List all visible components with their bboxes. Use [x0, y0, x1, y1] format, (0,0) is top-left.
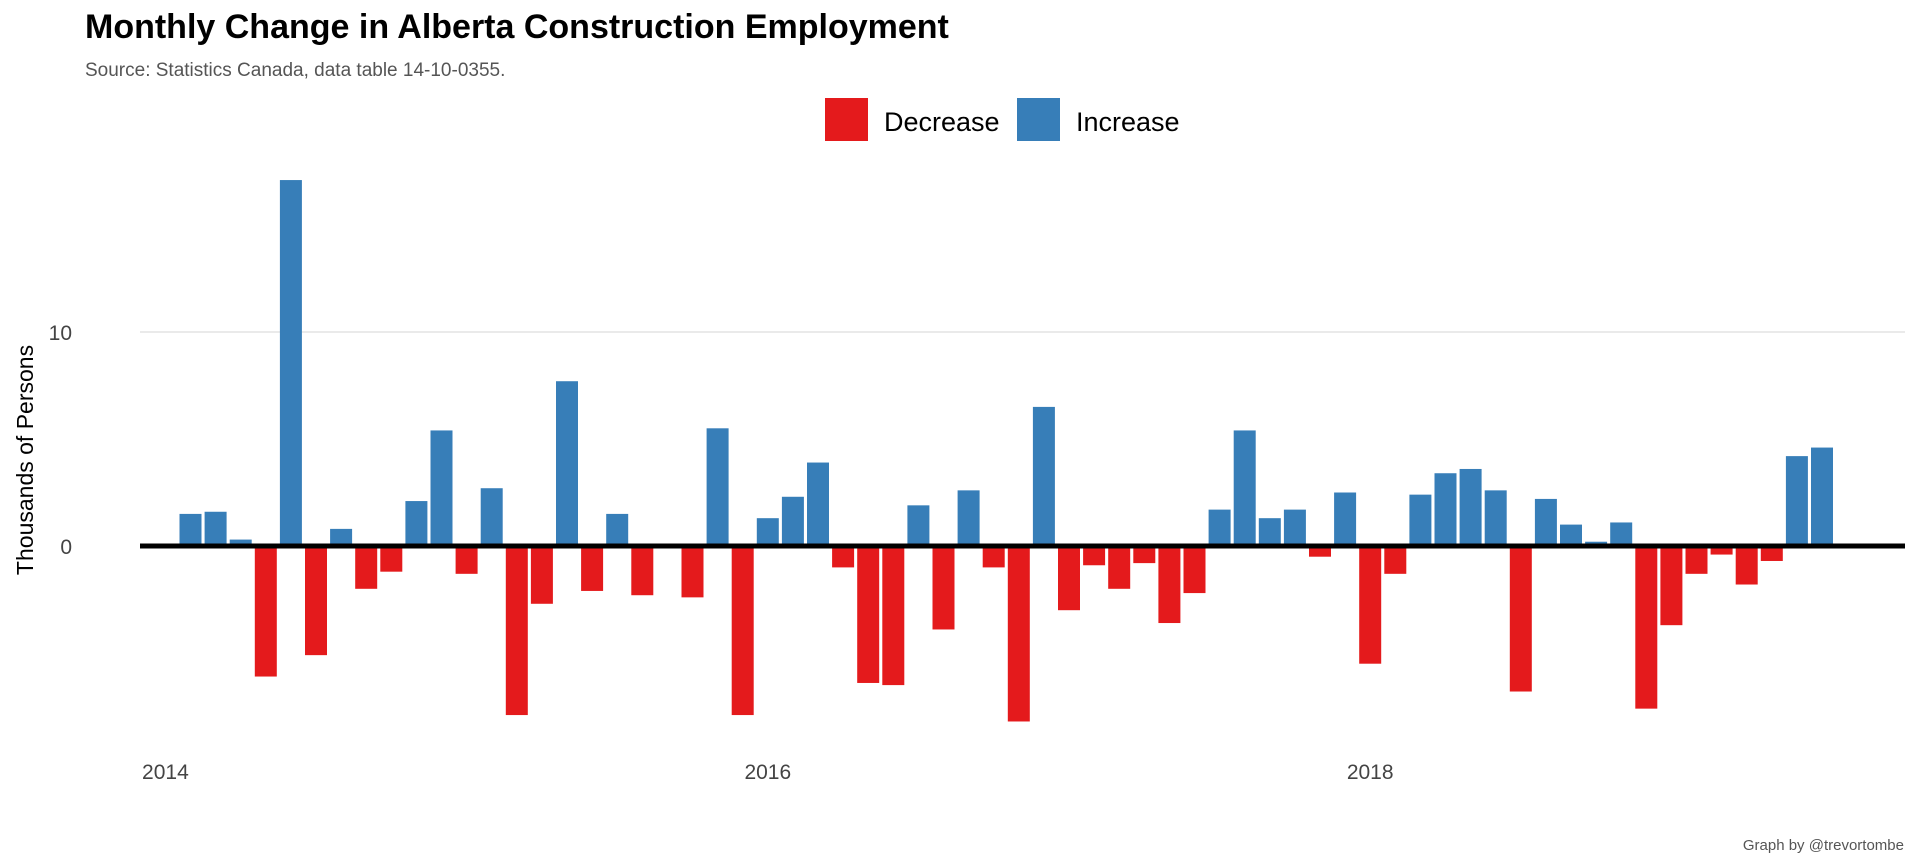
bar-decrease — [882, 546, 905, 686]
legend-increase-key — [1017, 98, 1060, 141]
chart-title: Monthly Change in Alberta Construction E… — [85, 8, 949, 46]
bar-decrease — [380, 546, 403, 572]
bar-increase — [405, 501, 428, 546]
bar-decrease — [631, 546, 654, 596]
bar-decrease — [982, 546, 1005, 568]
bar-decrease — [505, 546, 528, 716]
bar-decrease — [1685, 546, 1708, 574]
bar-decrease — [455, 546, 478, 574]
bar-increase — [1610, 522, 1633, 546]
bar-decrease — [1108, 546, 1131, 589]
bar-increase — [1233, 430, 1256, 546]
bar-increase — [1409, 494, 1432, 546]
bar-increase — [706, 428, 729, 546]
bar-decrease — [581, 546, 604, 591]
bar-increase — [1434, 473, 1457, 546]
bar-increase — [907, 505, 930, 546]
bar-decrease — [1509, 546, 1532, 692]
bar-decrease — [681, 546, 704, 598]
legend-decrease-label: Decrease — [884, 107, 1000, 137]
bar-decrease — [1007, 546, 1030, 722]
bar-increase — [556, 381, 578, 546]
bar-increase — [430, 430, 453, 546]
bar-increase — [279, 180, 302, 546]
bar-increase — [756, 518, 779, 546]
x-tick-label: 2018 — [1347, 761, 1394, 784]
y-tick-label: 0 — [60, 536, 72, 559]
bar-decrease — [832, 546, 855, 568]
bar-increase — [957, 490, 980, 546]
bar-decrease — [1384, 546, 1407, 574]
y-axis-label: Thousands of Persons — [12, 345, 38, 575]
bar-increase — [480, 488, 503, 546]
bar-increase — [1534, 498, 1557, 546]
bar-increase — [1811, 447, 1833, 546]
bar-increase — [1258, 518, 1281, 546]
bar-decrease — [1359, 546, 1382, 664]
bar-increase — [1459, 468, 1482, 546]
x-tick-label: 2016 — [744, 761, 791, 784]
bar-increase — [1334, 492, 1357, 546]
bar-increase — [781, 496, 804, 546]
chart-caption: Graph by @trevortombe — [1742, 837, 1904, 854]
bar-increase — [204, 511, 227, 546]
bar-increase — [1560, 524, 1582, 546]
legend-decrease-key — [825, 98, 868, 141]
bar-decrease — [1058, 546, 1080, 611]
bar-decrease — [1710, 546, 1733, 555]
bar-increase — [1785, 456, 1808, 546]
bar-increase — [179, 513, 202, 546]
bars — [179, 180, 1833, 722]
bar-decrease — [932, 546, 955, 630]
bar-decrease — [1158, 546, 1181, 624]
bar-decrease — [530, 546, 553, 604]
bar-increase — [1208, 509, 1231, 546]
bar-increase — [229, 539, 252, 546]
chart-subtitle: Source: Statistics Canada, data table 14… — [85, 60, 506, 81]
bar-increase — [330, 528, 353, 546]
bar-decrease — [1133, 546, 1156, 564]
legend: Decrease Increase — [825, 98, 1180, 141]
bar-decrease — [355, 546, 378, 589]
bar-decrease — [305, 546, 327, 656]
bar-decrease — [1735, 546, 1758, 585]
bar-increase — [1283, 509, 1306, 546]
y-tick-label: 10 — [49, 322, 72, 345]
bar-decrease — [1660, 546, 1683, 626]
bar-decrease — [857, 546, 880, 683]
legend-increase-label: Increase — [1076, 107, 1180, 137]
bar-decrease — [1309, 546, 1331, 557]
x-tick-label: 2014 — [142, 761, 189, 784]
bar-decrease — [731, 546, 754, 716]
bar-increase — [807, 462, 829, 546]
bar-decrease — [1635, 546, 1658, 709]
bar-decrease — [254, 546, 277, 677]
bar-increase — [606, 513, 629, 546]
bar-increase — [1032, 406, 1055, 546]
x-axis-ticks: 2014 2016 2018 — [142, 761, 1394, 784]
y-axis-ticks: 0 10 — [49, 322, 72, 559]
bar-decrease — [1183, 546, 1206, 594]
bar-decrease — [1760, 546, 1783, 561]
bar-increase — [1484, 490, 1507, 546]
bar-decrease — [1083, 546, 1106, 566]
